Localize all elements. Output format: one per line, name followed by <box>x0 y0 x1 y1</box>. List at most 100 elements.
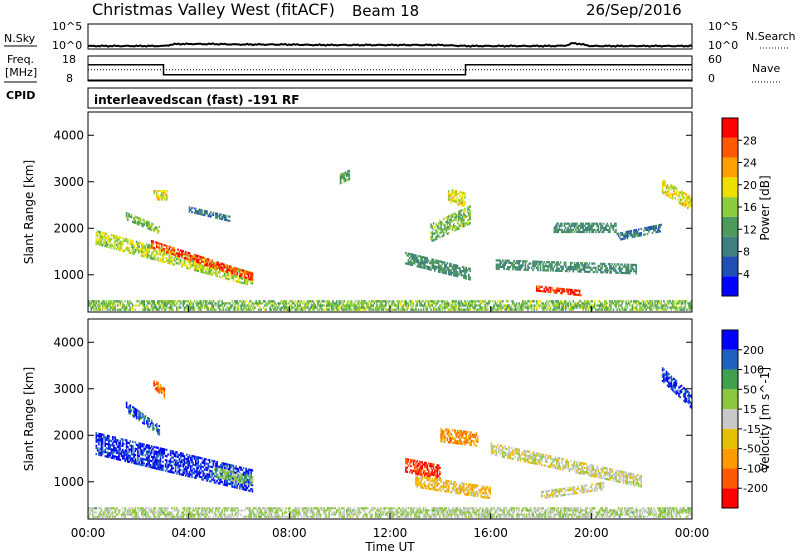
heatmap-cell <box>177 256 179 259</box>
heatmap-cell <box>157 196 159 199</box>
heatmap-cell <box>148 457 150 460</box>
heatmap-cell <box>171 260 173 263</box>
heatmap-cell <box>147 423 149 426</box>
heatmap-cell <box>163 254 166 257</box>
heatmap-cell <box>465 271 468 274</box>
heatmap-cell <box>588 230 591 234</box>
heatmap-cell <box>212 271 215 275</box>
heatmap-cell <box>161 249 163 252</box>
heatmap-cell <box>620 269 622 272</box>
heatmap-cell <box>241 277 244 280</box>
heatmap-cell <box>456 192 459 195</box>
heatmap-cell <box>105 245 108 248</box>
heatmap-cell <box>401 300 403 303</box>
heatmap-cell <box>332 306 334 309</box>
heatmap-cell <box>211 267 213 270</box>
heatmap-cell <box>445 220 447 223</box>
heatmap-cell <box>245 306 247 309</box>
heatmap-cell <box>161 243 163 246</box>
heatmap-cell <box>134 441 137 444</box>
heatmap-cell <box>568 300 571 303</box>
heatmap-cell <box>407 263 410 266</box>
heatmap-cell <box>675 304 678 307</box>
heatmap-cell <box>222 214 225 217</box>
heatmap-cell <box>127 216 129 219</box>
heatmap-cell <box>142 246 144 249</box>
heatmap-cell <box>464 196 466 199</box>
heatmap-cell <box>630 270 632 273</box>
heatmap-cell <box>582 222 585 225</box>
heatmap-cell <box>242 276 245 279</box>
heatmap-cell <box>463 266 465 269</box>
heatmap-cell <box>601 308 603 311</box>
heatmap-cell <box>333 308 335 311</box>
heatmap-cell <box>527 264 529 267</box>
heatmap-cell <box>463 200 465 203</box>
heatmap-cell <box>244 270 246 273</box>
heatmap-cell <box>299 302 301 305</box>
heatmap-cell <box>234 266 236 270</box>
heatmap-cell <box>270 308 273 311</box>
heatmap-cell <box>216 275 218 278</box>
heatmap-cell <box>460 306 463 309</box>
heatmap-cell <box>596 222 598 225</box>
heatmap-cell <box>418 300 421 303</box>
cpid-label: CPID <box>6 89 35 102</box>
heatmap-cell <box>520 266 523 269</box>
heatmap-cell <box>125 401 128 404</box>
heatmap-cell <box>164 308 167 311</box>
heatmap-cell <box>113 234 115 237</box>
heatmap-cell <box>451 189 454 192</box>
heatmap-cell <box>454 308 456 311</box>
heatmap-cell <box>627 267 630 270</box>
heatmap-cell <box>424 302 426 305</box>
heatmap-cell <box>452 213 455 216</box>
heatmap-cell <box>431 233 434 236</box>
heatmap-cell <box>127 246 129 249</box>
heatmap-cell <box>103 240 105 243</box>
heatmap-cell <box>228 470 231 473</box>
heatmap-cell <box>147 245 149 249</box>
heatmap-cell <box>636 304 639 307</box>
heatmap-cell <box>583 304 586 307</box>
heatmap-cell <box>610 265 612 268</box>
heatmap-cell <box>116 237 119 240</box>
heatmap-cell <box>98 302 100 305</box>
heatmap-cell <box>142 255 144 258</box>
heatmap-cell <box>220 269 222 272</box>
heatmap-cell <box>458 214 460 218</box>
heatmap-cell <box>459 201 461 204</box>
heatmap-cell <box>435 231 437 234</box>
heatmap-cell <box>132 220 134 223</box>
heatmap-cell <box>137 450 139 453</box>
heatmap-cell <box>661 189 664 192</box>
heatmap-cell <box>593 228 596 231</box>
heatmap-cell <box>113 247 115 250</box>
heatmap-cell <box>201 268 203 271</box>
heatmap-cell <box>228 267 231 270</box>
heatmap-cell <box>115 443 118 446</box>
heatmap-cell <box>614 267 616 270</box>
heatmap-cell <box>532 268 534 272</box>
heatmap-cell <box>231 304 233 307</box>
heatmap-cell <box>601 264 603 268</box>
heatmap-cell <box>678 302 680 305</box>
heatmap-cell <box>544 263 547 266</box>
heatmap-cell <box>378 308 381 311</box>
heatmap-cell <box>468 267 470 270</box>
y-tick-label: 2000 <box>53 221 84 235</box>
heatmap-cell <box>463 225 465 228</box>
heatmap-cell <box>127 300 129 303</box>
heatmap-cell <box>236 472 239 475</box>
heatmap-cell <box>424 256 426 259</box>
heatmap-cell <box>196 258 198 261</box>
heatmap-cell <box>153 258 155 261</box>
heatmap-cell <box>115 235 118 238</box>
heatmap-cell <box>666 184 669 187</box>
heatmap-cell <box>179 306 182 309</box>
heatmap-cell <box>585 264 587 267</box>
heatmap-cell <box>673 300 675 303</box>
heatmap-cell <box>417 261 420 264</box>
heatmap-cell <box>665 308 668 311</box>
heatmap-cell <box>187 258 189 261</box>
